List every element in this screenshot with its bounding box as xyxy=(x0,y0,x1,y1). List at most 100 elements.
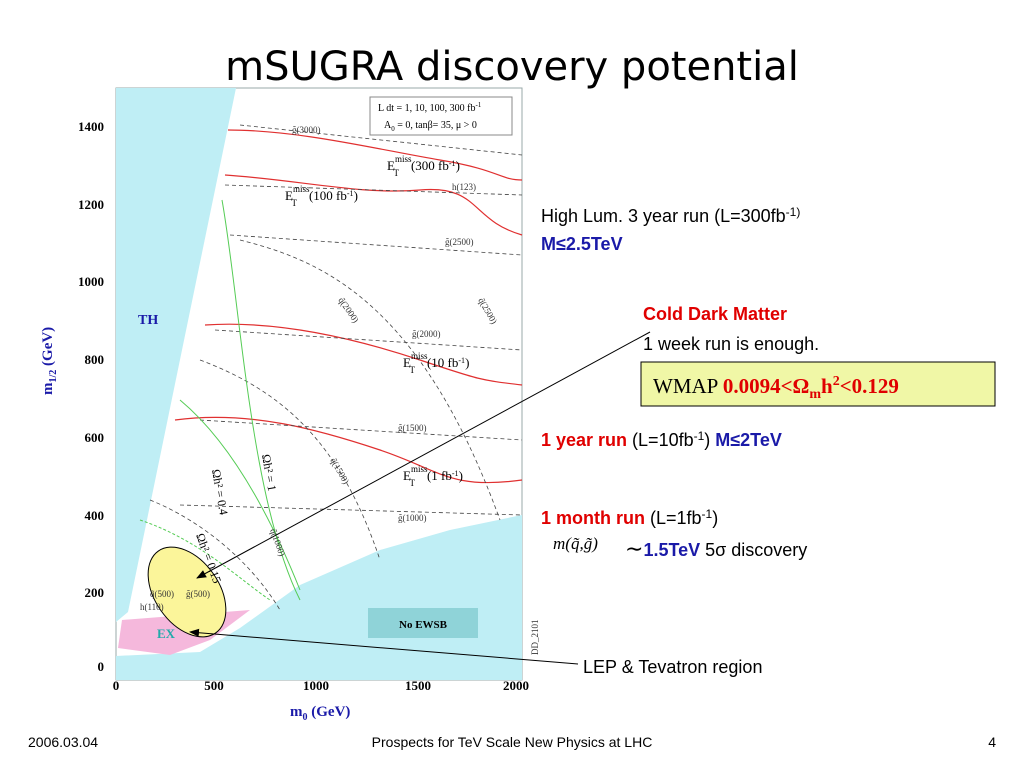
curve xyxy=(224,174,523,236)
curve-label: g̃(2500) xyxy=(445,237,474,247)
plot: L dt = 1, 10, 100, 300 fb-1 A0 = 0, tanβ… xyxy=(40,87,540,723)
close: ) xyxy=(465,355,469,370)
footer-talk: Prospects for TeV Scale New Physics at L… xyxy=(372,734,653,750)
legend-line: = 0, tanβ= 35, μ > 0 xyxy=(395,120,477,131)
curve-label: g̃(1000) xyxy=(398,513,427,523)
curve xyxy=(214,329,523,351)
x-tick-label: 2000 xyxy=(503,678,529,693)
no-ewsb-box xyxy=(368,608,478,638)
relic-contours xyxy=(139,199,301,601)
footer-page: 4 xyxy=(988,734,996,750)
unit: (GeV) xyxy=(40,327,56,370)
sub: m xyxy=(809,387,821,402)
annotation: Cold Dark Matter xyxy=(643,304,787,324)
e: E xyxy=(403,468,411,483)
sup: -1 xyxy=(458,356,465,365)
sup: -1 xyxy=(452,469,459,478)
legend-text: L dt = 1, 10, 100, 300 fb-1 xyxy=(378,101,482,114)
m: m xyxy=(290,704,303,720)
omega-label: Ωh² = 1 xyxy=(259,453,279,492)
annotation: LEP & Tevatron region xyxy=(583,657,762,677)
y-tick-label: 1200 xyxy=(78,197,104,212)
close: ) xyxy=(459,468,463,483)
text: 1 year run xyxy=(541,430,627,450)
sup: -1) xyxy=(786,205,801,219)
text: WMAP xyxy=(653,374,723,398)
emiss-label: Emiss T (1 fb-1) xyxy=(403,464,463,488)
cdm-ellipse xyxy=(147,546,227,638)
plot-code: DD_2101 xyxy=(530,620,540,656)
annotation: 1 year run (L=10fb-1) M≤2TeV xyxy=(541,429,782,450)
arrow xyxy=(189,628,579,665)
arrow xyxy=(196,331,651,579)
sub: 1/2 xyxy=(48,370,59,383)
sub: T xyxy=(393,168,399,178)
y-axis-label: m1/2 (GeV) xyxy=(40,327,59,395)
text: 1.5TeV xyxy=(643,540,700,560)
sup: miss xyxy=(411,351,428,361)
text: M≤2TeV xyxy=(710,430,782,450)
legend-line: L dt = 1, 10, 100, 300 fb xyxy=(378,103,476,114)
curve xyxy=(224,184,523,196)
text: ) xyxy=(712,508,718,528)
curve-label: g̃(2000) xyxy=(412,329,441,339)
text: 1 month run xyxy=(541,508,645,528)
sup: -1 xyxy=(702,507,713,521)
y-tick-label: 1000 xyxy=(78,274,104,289)
emiss-curves xyxy=(174,129,523,484)
x-tick-label: 1000 xyxy=(303,678,329,693)
text: h xyxy=(821,374,833,398)
lumi: (1 fb xyxy=(427,468,452,483)
close: ) xyxy=(456,158,460,173)
text: (L=10fb xyxy=(627,430,694,450)
curve-label: q̃(500) xyxy=(150,589,174,599)
text: (L=1fb xyxy=(645,508,702,528)
curve xyxy=(199,419,523,441)
e: E xyxy=(403,355,411,370)
region-label: EX xyxy=(157,626,176,641)
close: ) xyxy=(354,188,358,203)
y-tick-label: 0 xyxy=(98,659,105,674)
curve xyxy=(227,129,523,181)
curve xyxy=(149,499,281,611)
region-label: No EWSB xyxy=(399,619,448,631)
lumi: (300 fb xyxy=(411,158,449,173)
region-label: TH xyxy=(138,313,158,328)
text: 5σ discovery xyxy=(700,540,807,560)
sup: miss xyxy=(411,464,428,474)
curve xyxy=(199,359,381,561)
lumi: (100 fb xyxy=(309,188,347,203)
annotation: High Lum. 3 year run (L=300fb-1) xyxy=(541,205,800,226)
curve xyxy=(179,504,523,516)
mass-contours xyxy=(149,124,523,611)
curve xyxy=(139,519,271,601)
legend-box xyxy=(369,96,513,136)
legend-sup: -1 xyxy=(476,101,482,109)
sub: T xyxy=(409,365,415,375)
legend-line: A xyxy=(384,120,392,131)
annotation: 1 week run is enough. xyxy=(643,334,819,354)
sup: -1 xyxy=(347,189,354,198)
x-tick-label: 1500 xyxy=(405,678,431,693)
curve-label: h(123) xyxy=(452,182,476,192)
lumi: (10 fb xyxy=(427,355,458,370)
x-tick-label: 0 xyxy=(113,678,120,693)
annotation: m(q̃,g̃) xyxy=(553,534,598,553)
wmap: WMAP 0.0094<Ωmh2<0.129 xyxy=(653,374,899,402)
text: 0.0094<Ω xyxy=(723,374,810,398)
e: E xyxy=(285,188,293,203)
wmap-box xyxy=(640,361,996,407)
no-ewsb-region xyxy=(116,515,522,680)
curve xyxy=(239,124,523,156)
th-region xyxy=(116,88,236,622)
curve xyxy=(204,323,523,386)
emiss-label: Emiss T (100 fb-1) xyxy=(285,184,358,208)
footer-date: 2006.03.04 xyxy=(28,734,98,750)
annotation: ∼1.5TeV 5σ discovery xyxy=(625,536,807,561)
unit: (GeV) xyxy=(308,704,351,720)
text: ∼ xyxy=(625,536,643,561)
m: m xyxy=(40,382,56,395)
title: mSUGRA discovery potential xyxy=(225,44,799,90)
y-tick-label: 800 xyxy=(85,352,105,367)
